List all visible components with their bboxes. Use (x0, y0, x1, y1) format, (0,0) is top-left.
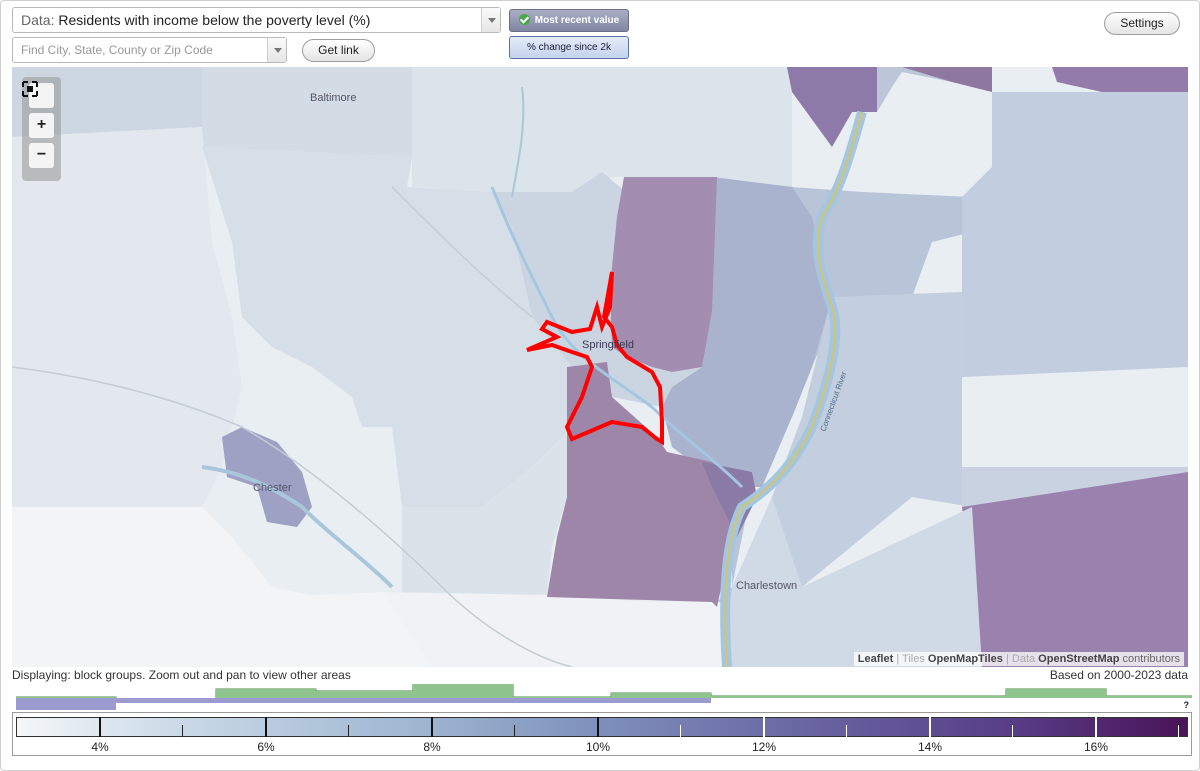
block-group-area (12, 127, 242, 507)
chevron-down-icon[interactable] (481, 8, 500, 32)
histogram (16, 684, 1192, 710)
legend-tick-label: 16% (1083, 740, 1109, 754)
data-selector[interactable]: Data: Residents with income below the po… (12, 7, 501, 33)
data-prefix-label: Data: (21, 12, 55, 28)
map-canvas (12, 67, 1188, 667)
map-attribution: Leaflet | Tiles OpenMapTiles | Data Open… (853, 652, 1184, 666)
legend-tick (1012, 725, 1013, 737)
attribution-sep: | Tiles (893, 653, 928, 665)
block-group-area (547, 362, 747, 607)
legend-tick (348, 725, 349, 737)
block-group-area (202, 147, 612, 507)
block-group-area (222, 427, 312, 527)
check-icon (518, 14, 530, 25)
most-recent-value-toggle[interactable]: Most recent value (509, 9, 629, 32)
legend-tick (514, 725, 515, 737)
block-group-area (902, 67, 992, 92)
legend-tick (763, 717, 765, 737)
legend-tick-label: 6% (257, 740, 275, 754)
block-group-area (752, 292, 972, 587)
legend-tick (1095, 717, 1097, 737)
stream (511, 86, 525, 198)
block-group-area (962, 92, 1188, 377)
settings-button[interactable]: Settings (1104, 12, 1180, 35)
legend-tick-label: 12% (751, 740, 777, 754)
place-label-baltimore: Baltimore (310, 92, 357, 104)
block-group-area (382, 592, 727, 667)
block-group-area (662, 177, 832, 487)
block-group-area (202, 67, 412, 157)
block-group-area (1052, 67, 1188, 92)
legend-tick (431, 717, 433, 737)
block-group-area (702, 462, 757, 537)
data-value-label: Residents with income below the poverty … (58, 12, 371, 28)
get-link-button[interactable]: Get link (302, 39, 375, 62)
block-group-area (12, 507, 432, 667)
most-recent-label: Most recent value (534, 15, 620, 26)
block-group-area (962, 472, 1188, 667)
zoom-out-button[interactable]: − (29, 143, 54, 168)
fullscreen-icon[interactable] (22, 81, 54, 108)
legend-tick (182, 725, 183, 737)
openstreetmap-link[interactable]: OpenStreetMap (1038, 653, 1120, 665)
zoom-control: + − (22, 77, 61, 181)
leaflet-link[interactable]: Leaflet (857, 653, 894, 665)
location-search[interactable] (12, 37, 287, 63)
legend-tick (265, 717, 267, 737)
williams-river (201, 465, 394, 589)
selected-area-outline (526, 271, 664, 446)
map-view[interactable]: Baltimore Springfield Chester Charlestow… (12, 67, 1188, 667)
chevron-down-icon[interactable] (267, 38, 286, 62)
legend-tick (929, 717, 931, 737)
place-label-chester: Chester (253, 482, 292, 494)
color-legend: ? 4% 6% 8% 10% 12% 14% 16% (12, 700, 1192, 756)
block-group-area (787, 67, 877, 147)
legend-tick (597, 717, 599, 737)
attribution-contributors: contributors (1119, 653, 1180, 665)
legend-tick-label: 10% (585, 740, 611, 754)
place-label-springfield: Springfield (582, 339, 634, 351)
histogram-bars (16, 684, 1192, 699)
openmaptiles-link[interactable]: OpenMapTiles (927, 653, 1003, 665)
legend-tick (1178, 725, 1179, 737)
legend-gradient (16, 717, 1188, 737)
percent-change-toggle[interactable]: % change since 2k (509, 36, 629, 59)
attribution-sep: | Data (1002, 653, 1039, 665)
help-icon[interactable]: ? (1183, 700, 1190, 710)
legend-tick (846, 725, 847, 737)
legend-tick (99, 717, 101, 737)
block-group-area (412, 67, 792, 192)
data-range-note: Based on 2000-2023 data (1049, 668, 1188, 682)
place-label-charlestown: Charlestown (736, 580, 798, 592)
block-group-area (610, 177, 717, 372)
range-selection-handle (16, 698, 116, 710)
legend-tick-label: 8% (423, 740, 441, 754)
display-note: Displaying: block groups. Zoom out and p… (12, 668, 351, 682)
legend-tick-label: 14% (917, 740, 943, 754)
search-input[interactable] (13, 38, 263, 62)
zoom-in-button[interactable]: + (29, 113, 54, 138)
legend-tick-label: 4% (91, 740, 109, 754)
block-group-area (722, 497, 982, 667)
state-border (724, 111, 863, 667)
block-group-area (402, 427, 572, 597)
road (391, 186, 533, 318)
road (12, 366, 573, 667)
legend-tick (680, 725, 681, 737)
range-selection (16, 698, 711, 703)
